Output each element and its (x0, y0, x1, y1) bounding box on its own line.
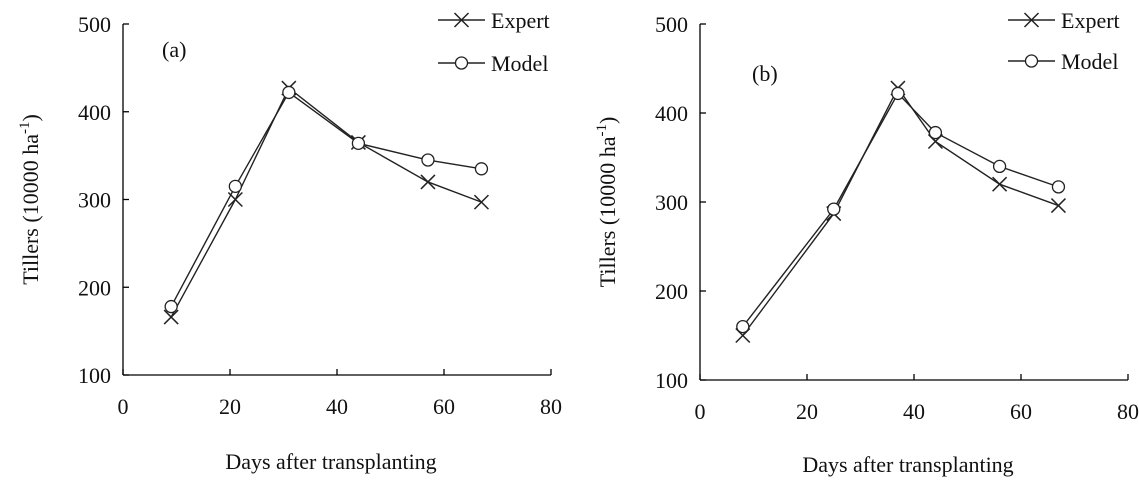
series-expert-point (420, 174, 436, 190)
series-model-point (736, 319, 750, 334)
series-model-point (1051, 180, 1066, 194)
legend-label: Model (1061, 49, 1118, 74)
series-model-point (228, 179, 243, 193)
x-tick-label: 80 (540, 394, 562, 419)
chart-panel-a: 100 200 300 400 500 0 20 40 60 80 Days after trans… (17, 8, 562, 474)
legend-item-model: Model (1008, 49, 1118, 74)
x-tick-label: 40 (326, 394, 348, 419)
legend-marker (1024, 54, 1039, 68)
legend: Expert Model (1008, 8, 1120, 74)
series-expert-line (170, 86, 482, 318)
y-tick-label: 300 (78, 188, 111, 213)
x-tick-label: 80 (1117, 399, 1139, 424)
series-expert-point (992, 176, 1008, 192)
legend-marker (1023, 12, 1040, 28)
series-model-point (282, 85, 296, 100)
panel-label: (a) (162, 37, 186, 62)
x-tick-label: 0 (695, 399, 706, 424)
series-model-line (170, 91, 482, 307)
y-tick-label: 500 (655, 12, 688, 37)
x-tick-label: 20 (796, 399, 818, 424)
series-model-point (928, 125, 943, 140)
y-tick-label: 200 (78, 275, 111, 300)
y-axis-title: Tillers (10000 ha-1) (594, 117, 620, 288)
x-tick-label: 0 (118, 394, 129, 419)
legend-label: Expert (491, 8, 550, 33)
series-expert-line (742, 86, 1059, 336)
legend-marker (453, 12, 470, 28)
x-axis-title: Days after transplanting (225, 449, 436, 474)
series-expert (735, 80, 1066, 344)
y-tick-label: 200 (655, 279, 688, 304)
legend-item-model: Model (438, 51, 548, 76)
legend-item-expert: Expert (1008, 8, 1120, 33)
legend-marker (454, 56, 469, 70)
series-expert-point (1050, 198, 1066, 214)
legend: Expert Model (438, 8, 550, 76)
legend-label: Model (491, 51, 548, 76)
x-tick-label: 60 (433, 394, 455, 419)
series-model-point (421, 153, 435, 167)
series-model-point (474, 162, 489, 176)
series-model (736, 86, 1066, 334)
series-expert-point (473, 194, 489, 210)
legend-item-expert: Expert (438, 8, 550, 33)
series-expert (163, 80, 489, 325)
x-tick-label: 40 (903, 399, 925, 424)
y-tick-label: 100 (655, 368, 688, 393)
y-axis-title: Tillers (10000 ha-1) (17, 114, 43, 285)
y-tick-label: 400 (78, 100, 111, 125)
series-model-point (827, 202, 841, 216)
series-model-point (992, 159, 1007, 174)
y-tick-label: 100 (78, 363, 111, 388)
legend-label: Expert (1061, 8, 1120, 33)
series-expert-point (163, 309, 179, 325)
y-tick-label: 400 (655, 101, 688, 126)
series-model-point (351, 136, 366, 150)
chart-panel-b: 100 200 300 400 500 0 20 40 60 80 Days after trans… (594, 8, 1139, 477)
series-model-point (891, 86, 905, 101)
series-model (164, 85, 489, 314)
y-tick-label: 500 (78, 12, 111, 37)
series-model-point (164, 299, 178, 314)
panel-label: (b) (752, 61, 778, 86)
x-tick-label: 20 (219, 394, 241, 419)
series-model-line (742, 92, 1059, 328)
x-tick-label: 60 (1010, 399, 1032, 424)
x-axis-title: Days after transplanting (802, 452, 1013, 477)
y-tick-label: 300 (655, 190, 688, 215)
